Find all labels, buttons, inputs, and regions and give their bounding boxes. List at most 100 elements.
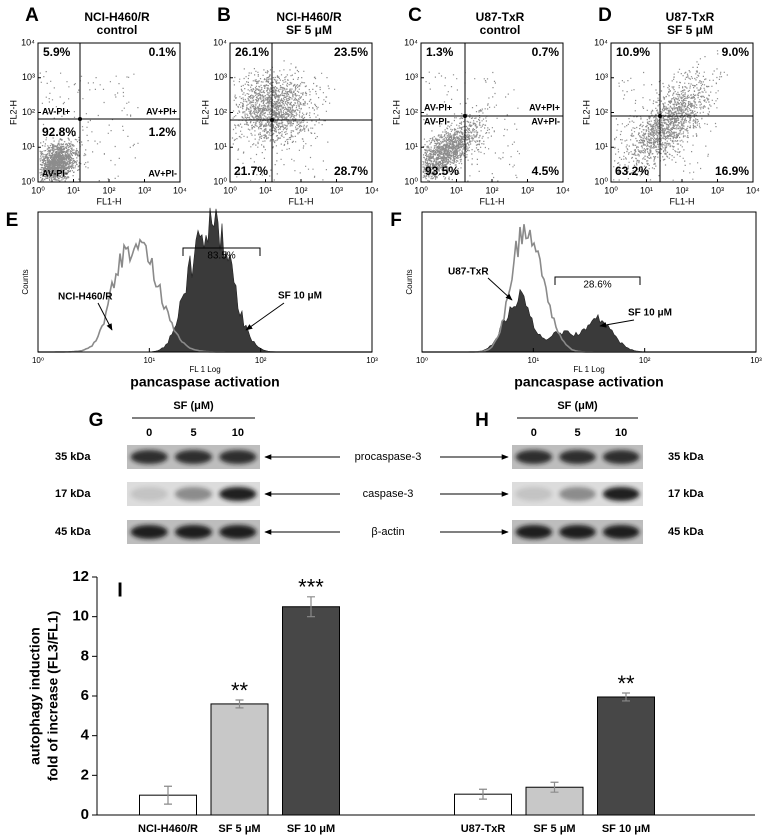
panel-title: U87-TxR [666, 10, 715, 24]
panel-letter: H [475, 410, 489, 431]
y-tick-label: 10¹ [214, 142, 227, 152]
plot-frame [421, 211, 757, 353]
sample-label: U87-TxR [448, 267, 489, 278]
band [559, 450, 596, 464]
panel-letter: I [117, 579, 123, 601]
pointer [487, 277, 513, 301]
sample-label: NCI-H460/R [58, 292, 113, 303]
label-bg [340, 524, 440, 540]
band [130, 525, 168, 539]
y-tick-label: 10⁴ [21, 37, 35, 47]
x-tick-label: 10¹ [528, 356, 540, 365]
dot-cloud [39, 71, 139, 182]
bar [282, 606, 340, 816]
band [602, 450, 640, 464]
quadrant-percent: 0.7% [532, 45, 560, 59]
x-tick-label: SF 5 μM [533, 823, 575, 835]
y-tick-label: 10⁰ [594, 176, 608, 186]
x-tick-label: 10¹ [259, 185, 272, 195]
x-tick-label: 10² [102, 185, 115, 195]
band [174, 525, 213, 539]
size-label: 45 kDa [55, 526, 91, 538]
plot-frame [37, 211, 373, 353]
x-tick-label: 10² [675, 185, 688, 195]
panel-letter: D [598, 5, 612, 26]
x-tick-label: SF 10 μM [602, 823, 650, 835]
y-tick-label: 0 [81, 806, 89, 823]
x-tick-label: NCI-H460/R [138, 823, 198, 835]
y-tick-label: 8 [81, 647, 89, 664]
quadrant-percent: 23.5% [334, 45, 368, 59]
quadrant-label: AV+PI+ [146, 106, 177, 116]
treated-histogram [38, 207, 372, 353]
protein-label: procaspase-3 [355, 451, 422, 463]
band [559, 487, 596, 501]
panel-title: NCI-H460/R [84, 10, 150, 24]
x-tick-label: 10² [639, 356, 651, 365]
x-tick-label: 10⁰ [223, 185, 237, 195]
error-bar [307, 596, 315, 618]
dot-cloud [231, 51, 336, 181]
quadrant-percent: 16.9% [715, 164, 749, 178]
lane-label: 0 [531, 427, 537, 439]
quadrant-percent: 21.7% [234, 164, 268, 178]
treated-histogram [422, 288, 756, 353]
gate-point [270, 118, 274, 122]
y-tick-label: 10³ [405, 72, 418, 82]
y-tick-label: 10³ [22, 72, 35, 82]
y-axis-label: autophagy induction [27, 627, 43, 765]
x-axis-label: FL1-H [288, 196, 313, 206]
quadrant-percent: 26.1% [235, 45, 269, 59]
panel-letter: F [390, 210, 402, 231]
lane-label: 5 [190, 427, 196, 439]
error-bar [550, 781, 559, 793]
x-tick-label: U87-TxR [461, 823, 506, 835]
y-tick-label: 10⁴ [213, 37, 227, 47]
lane-label: 10 [615, 427, 627, 439]
significance: ** [617, 671, 635, 696]
band [559, 525, 596, 539]
bar [597, 696, 655, 816]
x-tick-label: 10³ [521, 185, 534, 195]
band [515, 450, 553, 464]
y-tick-label: 10 [72, 608, 89, 625]
y-tick-label: 10⁴ [594, 37, 608, 47]
gate-point [658, 114, 662, 118]
size-label: 35 kDa [668, 451, 704, 463]
quadrant-label: AV-PI- [424, 116, 450, 126]
quadrant-label: AV-PI+ [42, 106, 70, 116]
caption: pancaspase activation [514, 374, 663, 390]
x-axis-label: FL 1 Log [189, 365, 220, 374]
x-tick-label: 10⁴ [365, 185, 379, 195]
x-tick-label: 10¹ [67, 185, 80, 195]
y-axis-label: FL2-H [391, 100, 401, 125]
x-axis-label: FL1-H [669, 196, 694, 206]
band [130, 487, 168, 501]
x-axis-label: FL 1 Log [573, 365, 604, 374]
dot-cloud [422, 71, 520, 182]
x-tick-label: 10¹ [450, 185, 463, 195]
label-bg [340, 449, 440, 465]
quadrant-percent: 0.1% [149, 45, 177, 59]
quadrant-label: AV+PI- [531, 116, 560, 126]
y-tick-label: 10⁰ [21, 176, 35, 186]
error-bar [164, 785, 172, 805]
plot-frame [229, 42, 373, 183]
protein-label: β-actin [371, 526, 404, 538]
y-tick-label: 10⁰ [213, 176, 227, 186]
pointer [97, 302, 113, 331]
band [515, 525, 553, 539]
blot-header: SF (μM) [173, 400, 214, 412]
x-axis-label: FL1-H [96, 196, 121, 206]
panel-title: SF 5 μM [667, 23, 713, 37]
pointer [245, 302, 285, 331]
lane-label: 5 [574, 427, 580, 439]
y-tick-label: 6 [81, 687, 89, 704]
gate-point [78, 117, 82, 121]
y-tick-label: 10² [22, 107, 35, 117]
treated-label: SF 10 μM [278, 291, 322, 302]
y-tick-label: 10¹ [405, 142, 418, 152]
pointer [599, 319, 635, 328]
y-tick-label: 4 [81, 727, 90, 744]
panel-title: SF 5 μM [286, 23, 332, 37]
